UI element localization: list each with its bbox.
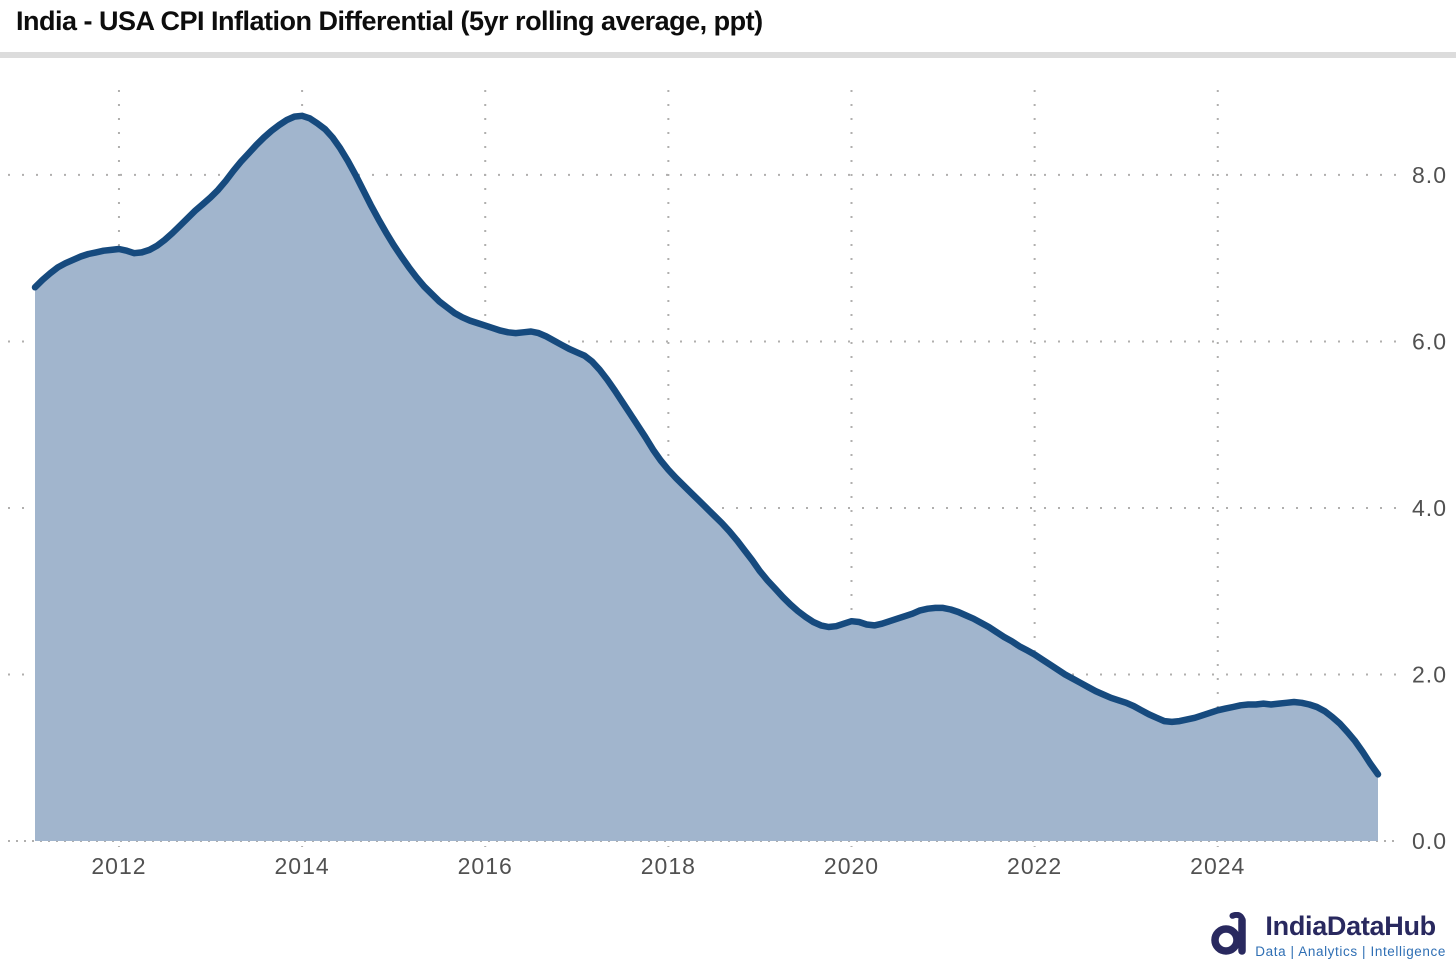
y-axis-tick-label: 0.0 (1412, 828, 1447, 854)
y-axis-tick-label: 4.0 (1412, 495, 1447, 521)
area-fill (35, 115, 1378, 842)
x-axis-tick-label: 2018 (641, 853, 696, 879)
chart-title: India - USA CPI Inflation Differential (… (16, 6, 763, 36)
trend-line (31, 112, 1382, 778)
x-axis-tick-label: 2022 (1007, 853, 1062, 879)
x-axis-tick-label: 2012 (91, 853, 146, 879)
logo-name: IndiaDataHub (1265, 911, 1436, 942)
y-axis-tick-label: 8.0 (1412, 162, 1447, 188)
x-axis-tick-label: 2016 (458, 853, 513, 879)
indiadatahub-logo-icon (1211, 912, 1247, 956)
logo-tagline: Data | Analytics | Intelligence (1255, 944, 1446, 959)
logo-text-block: IndiaDataHub Data | Analytics | Intellig… (1255, 912, 1446, 959)
x-axis-tick-labels: 2012 2014 2016 2018 2020 2022 2024 (91, 853, 1245, 879)
x-axis-tick-label: 2014 (275, 853, 330, 879)
title-divider (0, 52, 1456, 58)
indiadatahub-logo: IndiaDataHub Data | Analytics | Intellig… (1211, 912, 1446, 959)
y-axis-tick-label: 6.0 (1412, 328, 1447, 354)
y-axis-tick-label: 2.0 (1412, 661, 1447, 687)
x-axis-tick-label: 2024 (1190, 853, 1245, 879)
y-axis-tick-labels: 0.0 2.0 4.0 6.0 8.0 (1412, 162, 1447, 854)
x-axis-tick-label: 2020 (824, 853, 879, 879)
